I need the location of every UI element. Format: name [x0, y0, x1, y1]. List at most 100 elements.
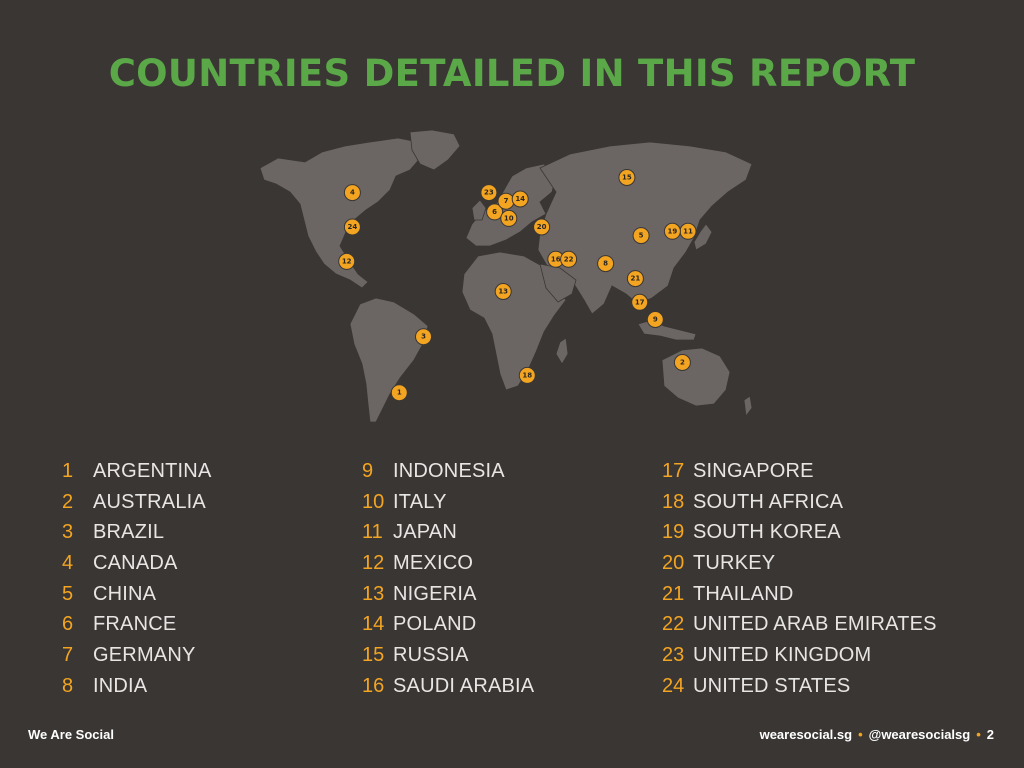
country-number: 19: [662, 521, 685, 544]
country-list-item: 18 SOUTH AFRICA: [662, 487, 962, 518]
map-marker-number: 21: [631, 275, 641, 283]
map-marker-number: 5: [639, 232, 644, 240]
country-number: 3: [62, 521, 74, 544]
country-list-item: 19 SOUTH KOREA: [662, 517, 962, 548]
map-marker-number: 20: [537, 223, 547, 231]
map-marker: 20: [533, 218, 551, 236]
country-list-item: 22 UNITED ARAB EMIRATES: [662, 609, 962, 640]
map-marker-dot: [646, 311, 664, 328]
country-list-item: 15 RUSSIA: [362, 640, 662, 671]
country-number: 8: [62, 674, 74, 697]
country-number: 6: [62, 613, 74, 636]
landmass-southeast-asia-islands: [637, 319, 697, 341]
map-marker: 17: [631, 293, 649, 311]
map-marker-number: 11: [683, 227, 693, 235]
country-number: 24: [662, 674, 685, 697]
map-marker: 3: [415, 328, 432, 346]
country-number: 17: [662, 460, 685, 482]
map-marker: 22: [560, 250, 578, 268]
landmass-british-isles: [471, 199, 487, 221]
country-number: 16: [362, 674, 385, 697]
country-number: 14: [362, 613, 385, 636]
map-marker: 24: [343, 218, 361, 236]
country-name: BRAZIL: [93, 521, 165, 544]
country-number: 11: [362, 521, 383, 544]
map-marker-number: 24: [348, 223, 358, 231]
country-list-item: 14 POLAND: [362, 609, 662, 640]
country-number: 1: [62, 460, 74, 482]
country-name: CANADA: [93, 552, 178, 575]
world-map: 1 2 3 4 5 6 7 8 9 10 11 12 13 14 15 16 17 18 19 20 21 22 23 24: [250, 128, 762, 440]
country-number: 22: [662, 613, 685, 636]
map-marker-dot: [632, 227, 650, 245]
map-marker: 1: [390, 384, 408, 402]
country-list-item: 17 SINGAPORE: [662, 456, 962, 487]
map-marker-dot: [597, 255, 615, 273]
country-list-col-3: 17 SINGAPORE 18 SOUTH AFRICA 19 SOUTH KOREA 20…: [662, 456, 962, 702]
website-link[interactable]: wearesocial.sg: [759, 727, 853, 742]
map-marker: 8: [597, 255, 615, 273]
map-marker-number: 6: [492, 208, 497, 216]
social-handle[interactable]: @wearesocialsg: [868, 727, 971, 742]
map-marker: 23: [480, 184, 498, 202]
map-marker: 9: [646, 311, 664, 328]
map-marker: 15: [618, 169, 636, 186]
country-number: 18: [662, 490, 685, 513]
map-marker: 12: [338, 252, 356, 270]
country-name: GERMANY: [93, 644, 196, 667]
country-name: NIGERIA: [393, 582, 477, 605]
map-marker-dot: [673, 354, 691, 371]
country-name: THAILAND: [693, 582, 794, 605]
country-name: UNITED ARAB EMIRATES: [693, 613, 937, 636]
country-list-item: 1 ARGENTINA: [62, 456, 362, 487]
country-list-item: 16 SAUDI ARABIA: [362, 671, 662, 702]
country-name: ITALY: [393, 490, 447, 513]
country-list-item: 3 BRAZIL: [62, 517, 362, 548]
map-marker-number: 16: [551, 255, 561, 263]
country-list-item: 6 FRANCE: [62, 609, 362, 640]
landmass-asia: [537, 141, 753, 315]
landmass-new-zealand: [743, 395, 753, 418]
map-marker: 16: [547, 250, 565, 268]
page-number: 2: [986, 727, 994, 742]
country-list-item: 4 CANADA: [62, 548, 362, 579]
landmass-africa: [461, 251, 567, 391]
map-marker: 7: [497, 192, 515, 210]
country-list-item: 24 UNITED STATES: [662, 671, 962, 702]
map-marker-dot: [486, 203, 504, 221]
country-list-col-2: 9 INDONESIA 10 ITALY 11 JAPAN 12 MEXICO 13 NIGERI…: [362, 456, 662, 702]
country-list-item: 11 JAPAN: [362, 517, 662, 548]
country-name: SOUTH KOREA: [693, 521, 841, 544]
map-marker: 10: [500, 209, 518, 227]
map-marker-dot: [533, 218, 551, 236]
country-name: CHINA: [93, 582, 157, 605]
map-marker-dot: [518, 366, 536, 384]
country-list-item: 13 NIGERIA: [362, 579, 662, 610]
landmass-madagascar: [555, 337, 569, 365]
map-marker-number: 3: [421, 333, 426, 341]
country-number: 5: [62, 582, 74, 605]
map-marker: 2: [673, 354, 691, 371]
map-marker: 18: [518, 366, 536, 384]
map-marker-dot: [338, 252, 356, 270]
country-name: AUSTRALIA: [93, 490, 206, 513]
map-marker-dot: [390, 384, 408, 402]
country-number: 4: [62, 552, 74, 575]
map-marker-dot: [511, 190, 529, 208]
country-list-item: 21 THAILAND: [662, 579, 962, 610]
country-list-item: 5 CHINA: [62, 579, 362, 610]
map-marker-dot: [343, 184, 361, 202]
map-marker-number: 12: [342, 257, 352, 265]
map-marker-number: 1: [397, 389, 402, 397]
country-number: 15: [362, 644, 385, 667]
map-marker: 4: [343, 184, 361, 202]
country-list-item: 2 AUSTRALIA: [62, 487, 362, 518]
country-name: ARGENTINA: [93, 460, 212, 482]
map-marker: 13: [494, 283, 512, 300]
map-marker: 11: [679, 222, 697, 240]
map-marker-dot: [415, 328, 432, 346]
map-marker-dot: [663, 222, 681, 240]
map-marker-number: 13: [498, 288, 508, 296]
country-list-item: 12 MEXICO: [362, 548, 662, 579]
